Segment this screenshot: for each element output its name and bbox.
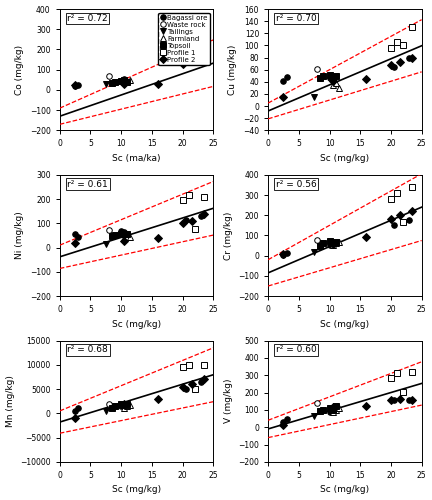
X-axis label: Sc (mg/kg): Sc (mg/kg) <box>320 154 369 163</box>
X-axis label: Sc (mg/kg): Sc (mg/kg) <box>112 320 161 328</box>
Y-axis label: Cu (mg/kg): Cu (mg/kg) <box>229 44 238 95</box>
X-axis label: Sc (ma/ka): Sc (ma/ka) <box>112 154 161 163</box>
Legend: Bagassi ore, Waste rock, Tailings, Farmland, Topsoil, Profile 1, Profile 2: Bagassi ore, Waste rock, Tailings, Farml… <box>158 12 210 65</box>
X-axis label: Sc (mg/kg): Sc (mg/kg) <box>320 486 369 494</box>
Y-axis label: Mn (mg/kg): Mn (mg/kg) <box>6 376 15 427</box>
X-axis label: Sc (mg/kg): Sc (mg/kg) <box>320 320 369 328</box>
Y-axis label: Co (mg/kg): Co (mg/kg) <box>15 44 24 95</box>
Text: r² = 0.61: r² = 0.61 <box>67 180 108 188</box>
Text: r² = 0.60: r² = 0.60 <box>276 346 317 354</box>
Y-axis label: V (mg/kg): V (mg/kg) <box>224 379 233 424</box>
Y-axis label: Ni (mg/kg): Ni (mg/kg) <box>15 212 24 260</box>
X-axis label: Sc (mg/kg): Sc (mg/kg) <box>112 486 161 494</box>
Y-axis label: Cr (mg/kg): Cr (mg/kg) <box>224 212 233 260</box>
Text: r² = 0.72: r² = 0.72 <box>67 14 108 23</box>
Text: r² = 0.70: r² = 0.70 <box>276 14 317 23</box>
Text: r² = 0.56: r² = 0.56 <box>276 180 317 188</box>
Text: r² = 0.68: r² = 0.68 <box>67 346 108 354</box>
